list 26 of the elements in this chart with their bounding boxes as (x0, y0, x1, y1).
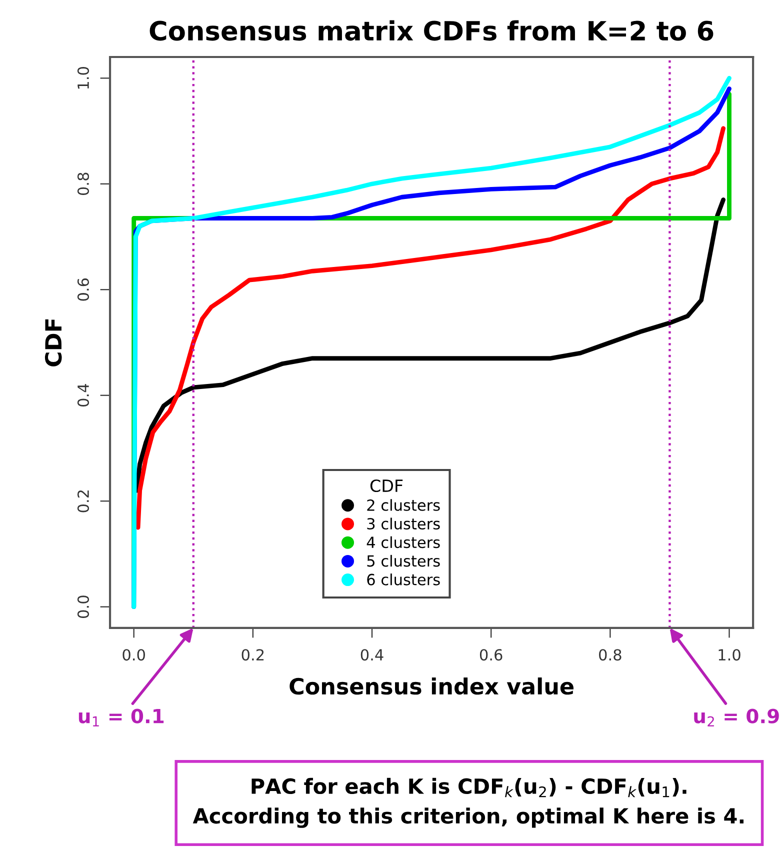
legend-label: 2 clusters (367, 499, 440, 511)
y-tick-label: 0.4 (77, 384, 90, 406)
ref-line-label: u$_{2}$ = 0.9 (694, 708, 779, 726)
y-tick-label: 0.8 (77, 172, 90, 196)
y-tick-label: 1.0 (77, 67, 90, 89)
x-tick-label: 0.4 (360, 649, 384, 661)
x-tick-label: 0.6 (480, 649, 502, 661)
y-tick-label: 0.2 (77, 490, 90, 512)
legend-label: 6 clusters (367, 574, 440, 586)
line-series (136, 126, 726, 530)
x-tick-label: 0.8 (599, 649, 622, 661)
legend-title: CDF (370, 479, 403, 492)
chart-title: Consensus matrix CDFs from K=2 to 6 (150, 20, 714, 41)
x-tick-label: 0.0 (122, 649, 145, 661)
ref-line-label: u$_{1}$ = 0.1 (78, 708, 164, 726)
x-axis-title: Consensus index value (290, 677, 574, 695)
y-tick-label: 0.6 (77, 278, 90, 301)
legend-label: 3 clusters (367, 518, 440, 530)
line-series (134, 198, 726, 493)
x-tick-label: 0.2 (242, 649, 264, 661)
legend-label: 5 clusters (367, 554, 440, 567)
x-tick-label: 1.0 (718, 649, 740, 661)
y-tick-label: 0.0 (77, 596, 90, 618)
text: PAC for each K is CDF$_{k}$(u$_{2}$) - CDF$_{k}$(u$_{1}$). According to this criterion, optimal K here is 4. (192, 778, 744, 828)
y-axis-title: CDF (44, 319, 62, 366)
legend-label: 4 clusters (366, 536, 440, 548)
